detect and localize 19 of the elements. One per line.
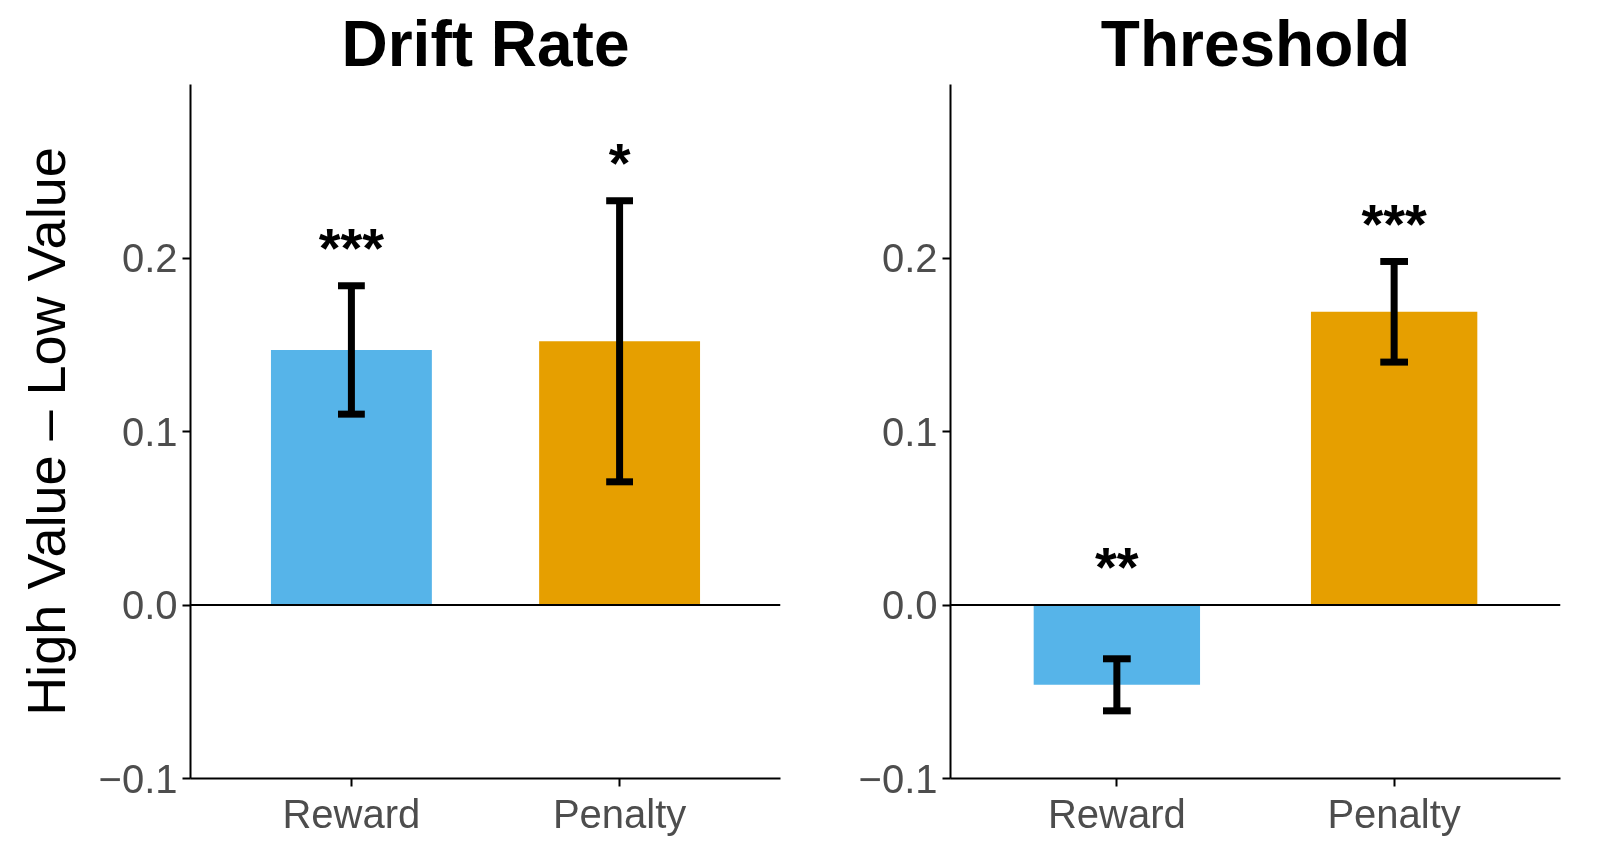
annotation: ***: [1361, 191, 1428, 255]
y-tick-label: 0.1: [881, 409, 938, 454]
y-tick-label: 0.0: [121, 583, 178, 627]
chart-title: Threshold: [1100, 7, 1411, 80]
y-tick-label: 0.1: [121, 409, 178, 454]
y-tick-label: 0.2: [881, 236, 938, 280]
y-tick-label: 0.0: [881, 583, 938, 627]
y-tick-label: −0.1: [858, 756, 938, 801]
x-tick-label: Reward: [282, 791, 421, 836]
y-tick-label: 0.2: [121, 236, 178, 280]
annotation: **: [1095, 535, 1139, 599]
x-tick-label: Penalty: [1327, 791, 1461, 836]
annotation: ***: [318, 215, 385, 279]
annotation: *: [608, 130, 631, 194]
y-tick-label: −0.1: [98, 756, 178, 801]
x-tick-label: Reward: [1047, 791, 1186, 836]
chart-title: Drift Rate: [341, 7, 630, 80]
y-axis-title: High Value – Low Value: [15, 147, 76, 716]
x-tick-label: Penalty: [552, 791, 687, 836]
